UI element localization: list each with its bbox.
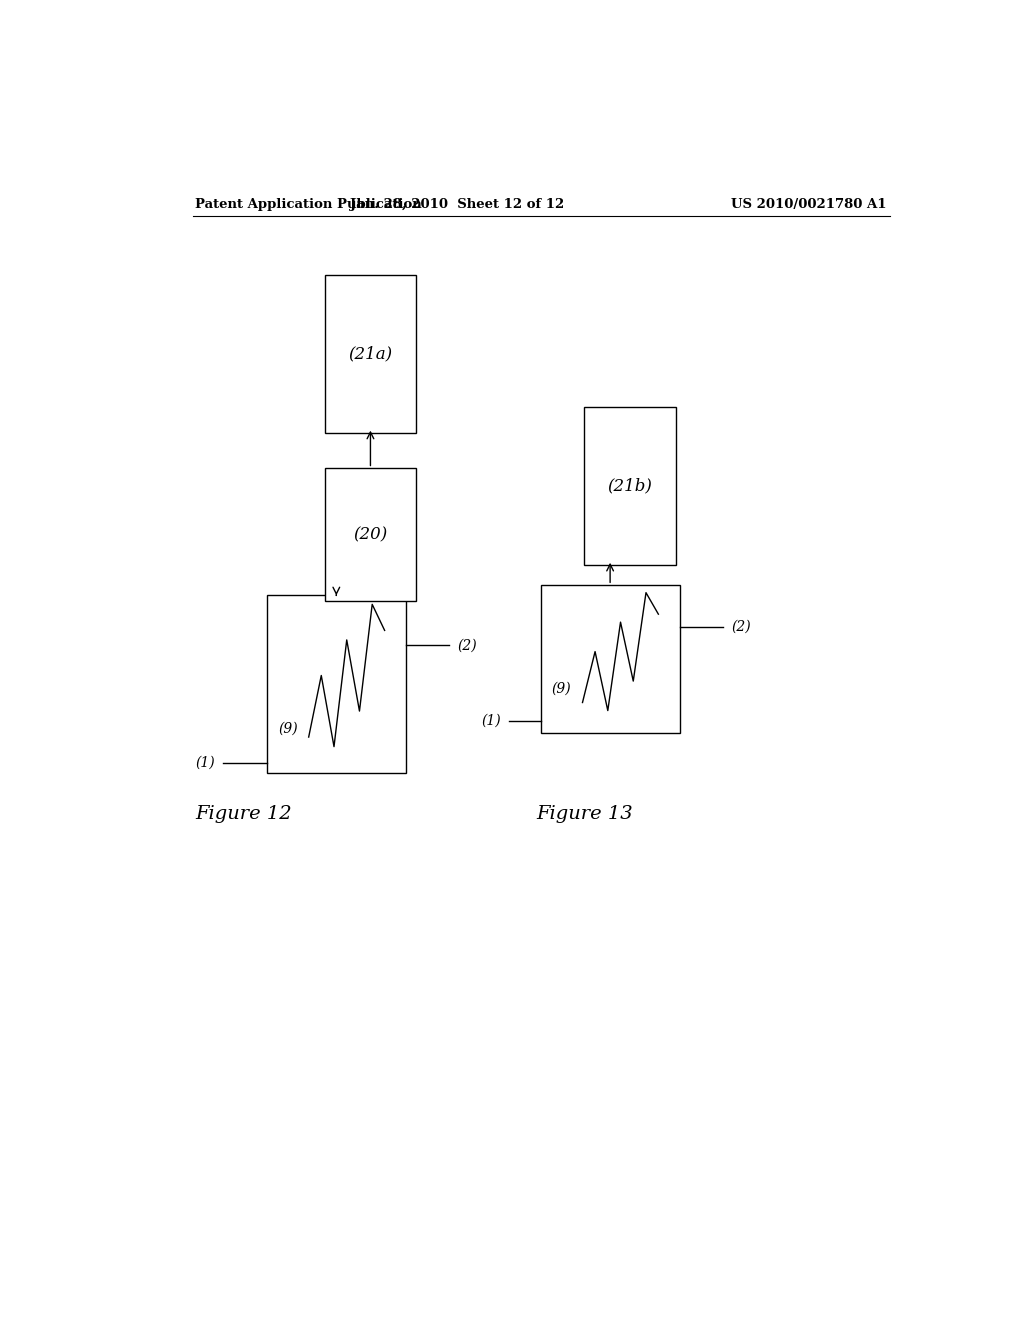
- Text: (9): (9): [552, 681, 571, 696]
- Text: (2): (2): [731, 619, 751, 634]
- Bar: [325, 276, 416, 433]
- Text: (9): (9): [278, 722, 298, 735]
- Text: (21a): (21a): [348, 346, 392, 363]
- Text: (1): (1): [481, 714, 501, 727]
- Bar: [325, 469, 416, 601]
- Text: US 2010/0021780 A1: US 2010/0021780 A1: [731, 198, 887, 211]
- Text: (2): (2): [458, 639, 477, 652]
- Text: (1): (1): [196, 755, 215, 770]
- Text: Figure 12: Figure 12: [196, 805, 292, 822]
- Bar: [585, 408, 676, 565]
- Text: Figure 13: Figure 13: [537, 805, 633, 822]
- Bar: [541, 585, 680, 733]
- Text: Jan. 28, 2010  Sheet 12 of 12: Jan. 28, 2010 Sheet 12 of 12: [350, 198, 564, 211]
- Text: Patent Application Publication: Patent Application Publication: [196, 198, 422, 211]
- Text: (20): (20): [353, 525, 387, 543]
- Bar: [267, 595, 406, 774]
- Text: (21b): (21b): [607, 478, 652, 495]
